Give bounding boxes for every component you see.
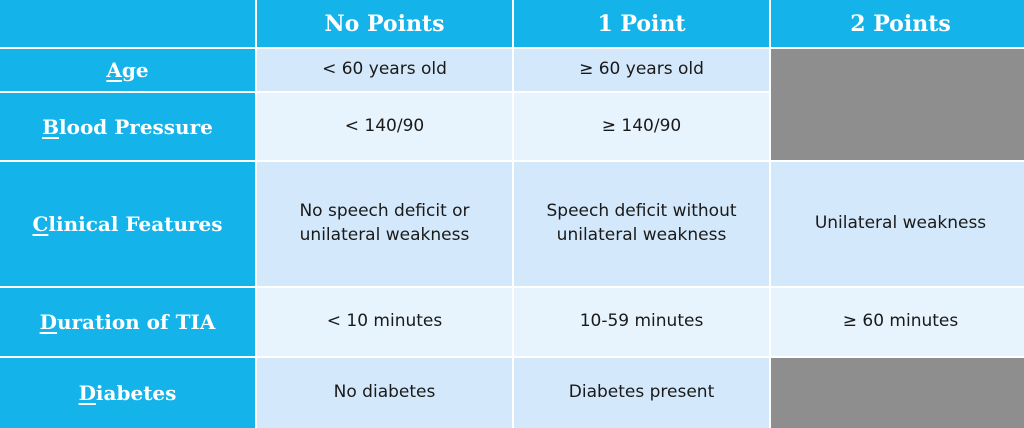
duration-no-points: < 10 minutes bbox=[257, 288, 512, 356]
row-label-rest: lood Pressure bbox=[59, 114, 213, 139]
row-header-duration: Duration of TIA bbox=[0, 288, 255, 356]
clinical-no-points-line1: No speech deficit or bbox=[299, 201, 470, 222]
row-header-diabetes: Diabetes bbox=[0, 358, 255, 428]
row-header-blood-pressure: Blood Pressure bbox=[0, 93, 255, 160]
age-one-point: ≥ 60 years old bbox=[514, 49, 769, 91]
clinical-no-points: No speech deficit or unilateral weakness bbox=[257, 162, 512, 286]
clinical-one-point: Speech deficit without unilateral weakne… bbox=[514, 162, 769, 286]
row-label-rest: linical Features bbox=[48, 212, 223, 236]
diabetes-one-point: Diabetes present bbox=[514, 358, 769, 428]
row-initial: D bbox=[78, 381, 96, 405]
header-no-points: No Points bbox=[257, 0, 512, 47]
age-no-points: < 60 years old bbox=[257, 49, 512, 91]
row-initial: C bbox=[32, 212, 49, 236]
row-label-rest: uration of TIA bbox=[56, 310, 216, 334]
bp-one-point: ≥ 140/90 bbox=[514, 93, 769, 160]
diabetes-no-points: No diabetes bbox=[257, 358, 512, 428]
blocked-cell-age-bp bbox=[771, 49, 1024, 160]
bp-no-points: < 140/90 bbox=[257, 93, 512, 160]
duration-two-points: ≥ 60 minutes bbox=[771, 288, 1024, 356]
row-header-age: Age bbox=[0, 49, 255, 91]
row-label-rest: iabetes bbox=[95, 381, 177, 405]
row-initial: D bbox=[39, 310, 57, 334]
clinical-one-point-line2: unilateral weakness bbox=[556, 225, 727, 245]
blocked-cell-diabetes bbox=[771, 358, 1024, 428]
row-initial: B bbox=[42, 114, 60, 139]
duration-one-point: 10-59 minutes bbox=[514, 288, 769, 356]
clinical-no-points-line2: unilateral weakness bbox=[299, 225, 470, 245]
header-one-point: 1 Point bbox=[514, 0, 769, 47]
clinical-two-points: Unilateral weakness bbox=[771, 162, 1024, 286]
table-corner bbox=[0, 0, 255, 47]
row-header-clinical-features: Clinical Features bbox=[0, 162, 255, 286]
row-label-rest: ge bbox=[121, 58, 149, 82]
clinical-one-point-line1: Speech deficit without bbox=[546, 201, 737, 222]
row-initial: A bbox=[106, 58, 122, 82]
header-two-points: 2 Points bbox=[771, 0, 1024, 47]
